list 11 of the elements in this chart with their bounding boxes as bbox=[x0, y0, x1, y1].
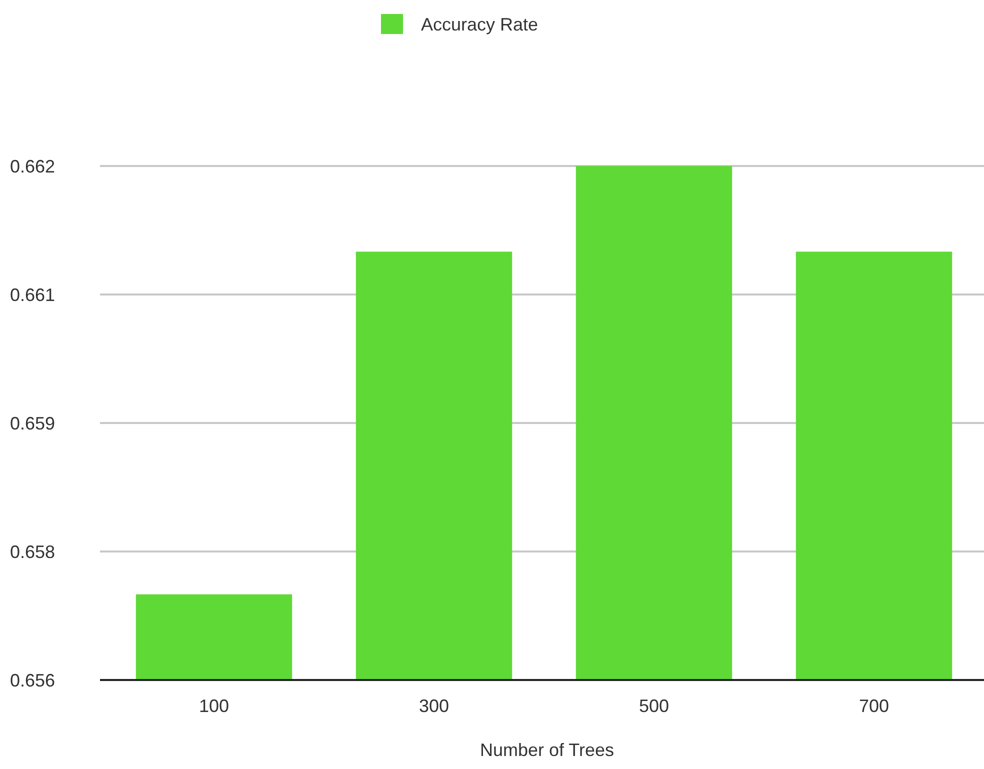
y-tick-label: 0.659 bbox=[10, 413, 56, 434]
y-tick-label: 0.658 bbox=[10, 542, 56, 562]
x-tick-label: 300 bbox=[418, 696, 450, 716]
y-tick-label: 0.661 bbox=[10, 284, 56, 305]
x-axis-title: Number of Trees bbox=[480, 740, 614, 760]
x-tick-label: 500 bbox=[638, 696, 670, 716]
y-tick-label: 0.662 bbox=[10, 156, 56, 176]
y-tick-label: 0.656 bbox=[10, 670, 56, 690]
x-tick-label: 700 bbox=[858, 696, 890, 716]
x-tick-label: 100 bbox=[198, 696, 230, 716]
legend-label: Accuracy Rate bbox=[421, 14, 538, 34]
